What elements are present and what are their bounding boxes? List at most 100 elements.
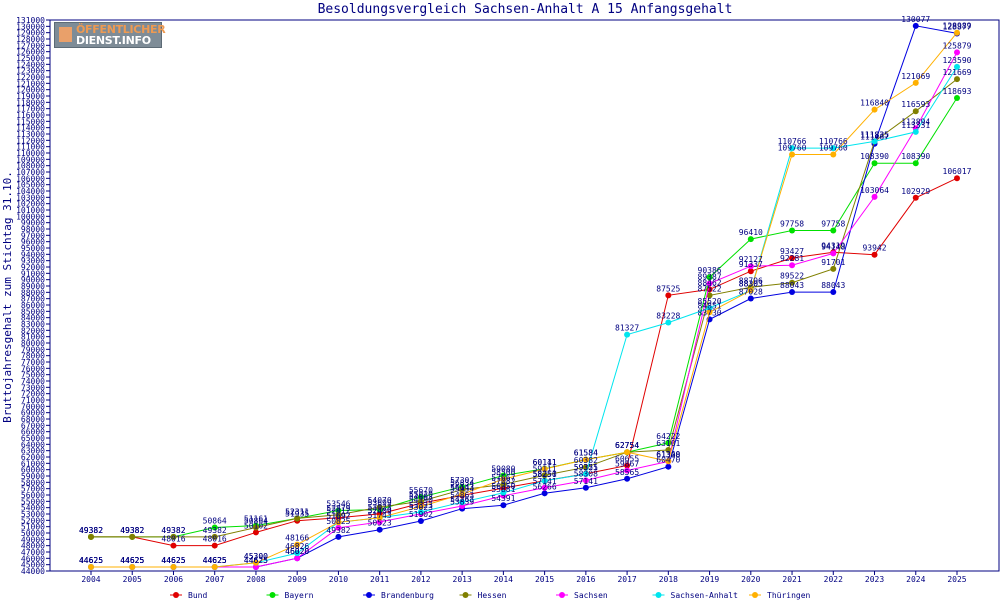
x-axis: 2004 2005 2006 2007 2008 2009 2010 2011 2012 2013… — [81, 571, 967, 584]
y-tick-label: 62000 — [21, 453, 45, 462]
data-label: 54190 — [409, 495, 433, 504]
y-axis: 4400045000460004700048000490005000051000… — [16, 16, 50, 576]
data-label: 44625 — [203, 556, 227, 565]
data-point-brandenburg — [500, 502, 507, 509]
data-label: 121069 — [901, 72, 930, 81]
y-tick-label: 86000 — [21, 301, 45, 310]
data-label: 56143 — [450, 483, 474, 492]
y-tick-label: 57000 — [21, 485, 45, 494]
data-point-sachsen — [954, 49, 960, 56]
y-tick-label: 96000 — [21, 238, 45, 247]
series-line-bayern — [91, 97, 958, 538]
y-tick-label: 95000 — [21, 244, 45, 253]
data-label: 54070 — [368, 496, 392, 505]
data-label: 103064 — [860, 186, 889, 195]
y-tick-label: 123000 — [16, 67, 45, 76]
data-label: 56834 — [450, 479, 474, 488]
data-label: 118693 — [943, 87, 972, 96]
data-point-th-ringen — [500, 476, 507, 483]
data-label: 58565 — [615, 468, 639, 477]
data-point-sachsen — [830, 250, 837, 257]
y-tick-label: 87000 — [21, 295, 45, 304]
data-point-bayern — [706, 274, 713, 281]
data-point-brandenburg — [789, 289, 796, 296]
y-tick-label: 102000 — [16, 200, 45, 209]
y-tick-label: 122000 — [16, 73, 45, 82]
y-tick-label: 121000 — [16, 79, 45, 88]
y-tick-label: 52000 — [21, 516, 45, 525]
data-point-bayern — [871, 160, 878, 167]
y-tick-label: 127000 — [16, 41, 45, 50]
x-tick-label: 2020 — [741, 575, 760, 584]
data-point-bayern — [830, 227, 837, 234]
y-tick-label: 58000 — [21, 478, 45, 487]
data-label: 49382 — [120, 526, 144, 535]
y-tick-label: 68000 — [21, 415, 45, 424]
data-point-th-ringen — [459, 491, 466, 498]
plot-border — [49, 19, 1000, 572]
data-label: 63101 — [656, 439, 680, 448]
logo-text-top: ÖFFENTLICHER — [76, 23, 166, 36]
y-tick-label: 119000 — [16, 92, 45, 101]
data-label: 130077 — [901, 15, 930, 24]
data-point-sachsen — [252, 564, 259, 571]
y-tick-label: 120000 — [16, 86, 45, 95]
data-label: 53546 — [326, 500, 350, 509]
data-label: 54263 — [450, 495, 474, 504]
data-label: 110766 — [819, 137, 848, 146]
data-label: 128877 — [943, 22, 972, 31]
x-tick-label: 2011 — [370, 575, 389, 584]
data-label: 44625 — [203, 556, 227, 565]
data-point-hessen — [88, 533, 94, 540]
y-tick-label: 50000 — [21, 529, 45, 538]
logo-text-bottom: DIENST.INFO — [76, 34, 151, 47]
chart-title: Besoldungsvergleich Sachsen-Anhalt A 15 … — [318, 2, 733, 17]
data-point-brandenburg — [830, 289, 837, 296]
data-label: 45300 — [244, 552, 268, 561]
data-label: 60111 — [533, 458, 557, 467]
data-point-hessen — [789, 279, 796, 286]
data-point-bund — [624, 462, 631, 469]
data-label: 55020 — [409, 490, 433, 499]
data-label: 108390 — [860, 152, 889, 161]
data-label: 83730 — [698, 308, 722, 317]
data-label: 87028 — [739, 287, 763, 296]
plot-frame — [49, 19, 1000, 572]
data-point-bayern — [912, 160, 919, 167]
data-label: 46826 — [285, 542, 309, 551]
data-label: 92127 — [739, 255, 763, 264]
data-label: 88043 — [780, 281, 804, 290]
data-label: 55881 — [491, 485, 515, 494]
y-tick-label: 66000 — [21, 428, 45, 437]
y-tick-label: 69000 — [21, 409, 45, 418]
data-label: 55670 — [409, 486, 433, 495]
data-point-bund — [252, 529, 259, 536]
data-point-sachsen-anhalt — [294, 550, 301, 557]
y-tick-label: 75000 — [21, 371, 45, 380]
y-tick-label: 108000 — [16, 162, 45, 171]
data-label: 53023 — [409, 503, 433, 512]
legend-marker-bund — [173, 592, 179, 598]
data-label: 44625 — [161, 556, 185, 565]
y-tick-label: 112000 — [16, 136, 45, 145]
data-label: 49382 — [161, 526, 185, 535]
x-tick-label: 2009 — [288, 575, 307, 584]
data-label: 59355 — [574, 463, 598, 472]
data-point-sachsen-anhalt — [789, 145, 796, 152]
data-label: 89387 — [698, 273, 722, 282]
data-label: 53023 — [368, 503, 392, 512]
data-label: 44625 — [79, 556, 103, 565]
data-point-th-ringen — [706, 309, 713, 316]
data-point-th-ringen — [871, 106, 878, 113]
data-point-hessen — [500, 481, 507, 488]
y-tick-label: 118000 — [16, 98, 45, 107]
data-point-bayern — [335, 507, 342, 514]
data-point-th-ringen — [747, 287, 754, 294]
data-label: 96410 — [739, 228, 763, 237]
x-tick-label: 2017 — [617, 575, 636, 584]
x-tick-label: 2005 — [123, 575, 142, 584]
data-label: 97758 — [821, 220, 845, 229]
data-point-hessen — [129, 533, 136, 540]
data-label: 121669 — [943, 68, 972, 77]
data-label: 57667 — [491, 473, 515, 482]
